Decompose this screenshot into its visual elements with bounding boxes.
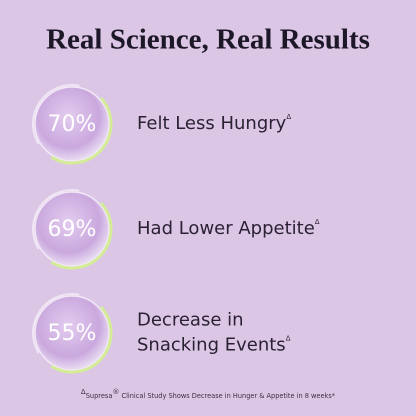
stat-percent: 69%: [48, 217, 97, 242]
stat-bubble: [34, 86, 110, 162]
stat-label-text: Snacking Events: [137, 335, 286, 356]
title: Real Science, Real Results: [46, 24, 370, 56]
footnote-text: Clinical Study Shows Decrease in Hunger …: [119, 392, 335, 400]
ring-accent: [51, 97, 113, 165]
ring-accent: [51, 202, 113, 270]
stat-percent: 55%: [48, 321, 97, 346]
stat-label: Felt Less HungryΔ: [137, 113, 291, 134]
footnote: ΔSupresa® Clinical Study Shows Decrease …: [81, 388, 336, 400]
stat-item: 70% Felt Less HungryΔ: [32, 84, 291, 165]
stat-item: 55% Decrease in Snacking EventsΔ: [32, 293, 291, 374]
footnote-registered: ®: [112, 388, 119, 396]
stat-label: Had Lower AppetiteΔ: [137, 218, 320, 239]
stat-label-mark: Δ: [286, 113, 291, 121]
stat-bubble: [34, 191, 110, 267]
stat-item: 69% Had Lower AppetiteΔ: [32, 189, 320, 270]
stat-label-text: Felt Less Hungry: [137, 113, 287, 134]
ring-glow: [32, 84, 80, 145]
footnote-mark: Δ: [81, 388, 86, 396]
footnote-brand: Supresa: [86, 392, 113, 400]
stat-percent: 70%: [48, 112, 97, 137]
stat-label-mark: Δ: [286, 335, 291, 343]
stat-label: Decrease in: [137, 310, 244, 331]
stat-label-text: Decrease in: [137, 310, 244, 331]
stat-label: Snacking EventsΔ: [137, 335, 291, 356]
stat-bubble: [34, 295, 110, 371]
ring-accent: [51, 306, 113, 374]
stat-label-text: Had Lower Appetite: [137, 218, 315, 239]
ring-glow: [32, 293, 80, 354]
ring-glow: [32, 189, 80, 250]
stat-label-mark: Δ: [315, 218, 320, 226]
